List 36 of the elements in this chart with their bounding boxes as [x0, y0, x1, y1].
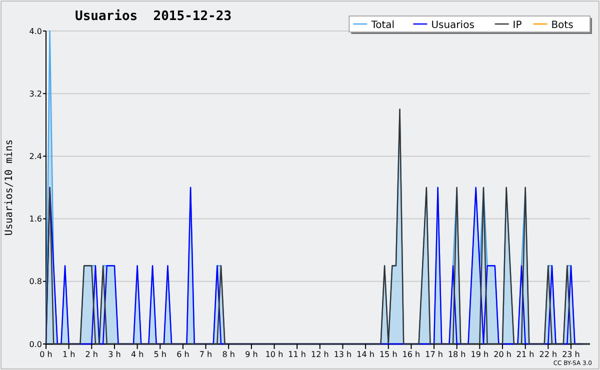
- x-tick-label: 12 h: [311, 350, 329, 359]
- x-tick-label: 8 h: [222, 350, 235, 359]
- x-tick-label: 7 h: [199, 350, 212, 359]
- x-tick-label: 13 h: [334, 350, 352, 359]
- x-tick-label: 15 h: [379, 350, 398, 359]
- x-tick-label: 22 h: [539, 350, 558, 359]
- legend-label: Usuarios: [431, 20, 474, 31]
- x-tick-label: 4 h: [130, 350, 144, 359]
- x-tick-label: 5 h: [154, 350, 166, 359]
- x-tick-label: 23 h: [562, 350, 580, 359]
- x-tick-label: 0 h: [40, 350, 52, 359]
- x-tick-label: 3 h: [108, 350, 121, 359]
- x-tick-label: 11 h: [288, 350, 306, 359]
- legend-label: Bots: [551, 20, 574, 31]
- y-tick-label: 0.8: [29, 277, 42, 286]
- x-tick-label: 6 h: [176, 350, 190, 359]
- legend-label: Total: [370, 20, 395, 31]
- chart-title: Usuarios 2015-12-23: [75, 9, 232, 24]
- x-tick-label: 18 h: [448, 350, 466, 359]
- y-tick-label: 3.2: [29, 89, 42, 98]
- x-tick-label: 20 h: [494, 350, 512, 359]
- x-tick-label: 17 h: [425, 350, 443, 359]
- y-tick-label: 2.4: [29, 152, 42, 161]
- x-tick-label: 9 h: [245, 350, 258, 359]
- x-tick-label: 14 h: [356, 350, 374, 359]
- x-tick-label: 2 h: [85, 350, 98, 359]
- x-tick-label: 10 h: [265, 350, 284, 359]
- x-tick-label: 21 h: [516, 350, 534, 359]
- x-tick-label: 19 h: [470, 350, 489, 359]
- legend-label: IP: [512, 20, 522, 31]
- y-tick-label: 4.0: [29, 26, 42, 36]
- x-tick-label: 1 h: [62, 350, 76, 359]
- y-axis-title: Usuarios/10 mins: [4, 139, 15, 236]
- y-tick-label: 0.0: [29, 340, 42, 349]
- x-tick-label: 16 h: [402, 350, 420, 359]
- y-tick-label: 1.6: [29, 214, 42, 224]
